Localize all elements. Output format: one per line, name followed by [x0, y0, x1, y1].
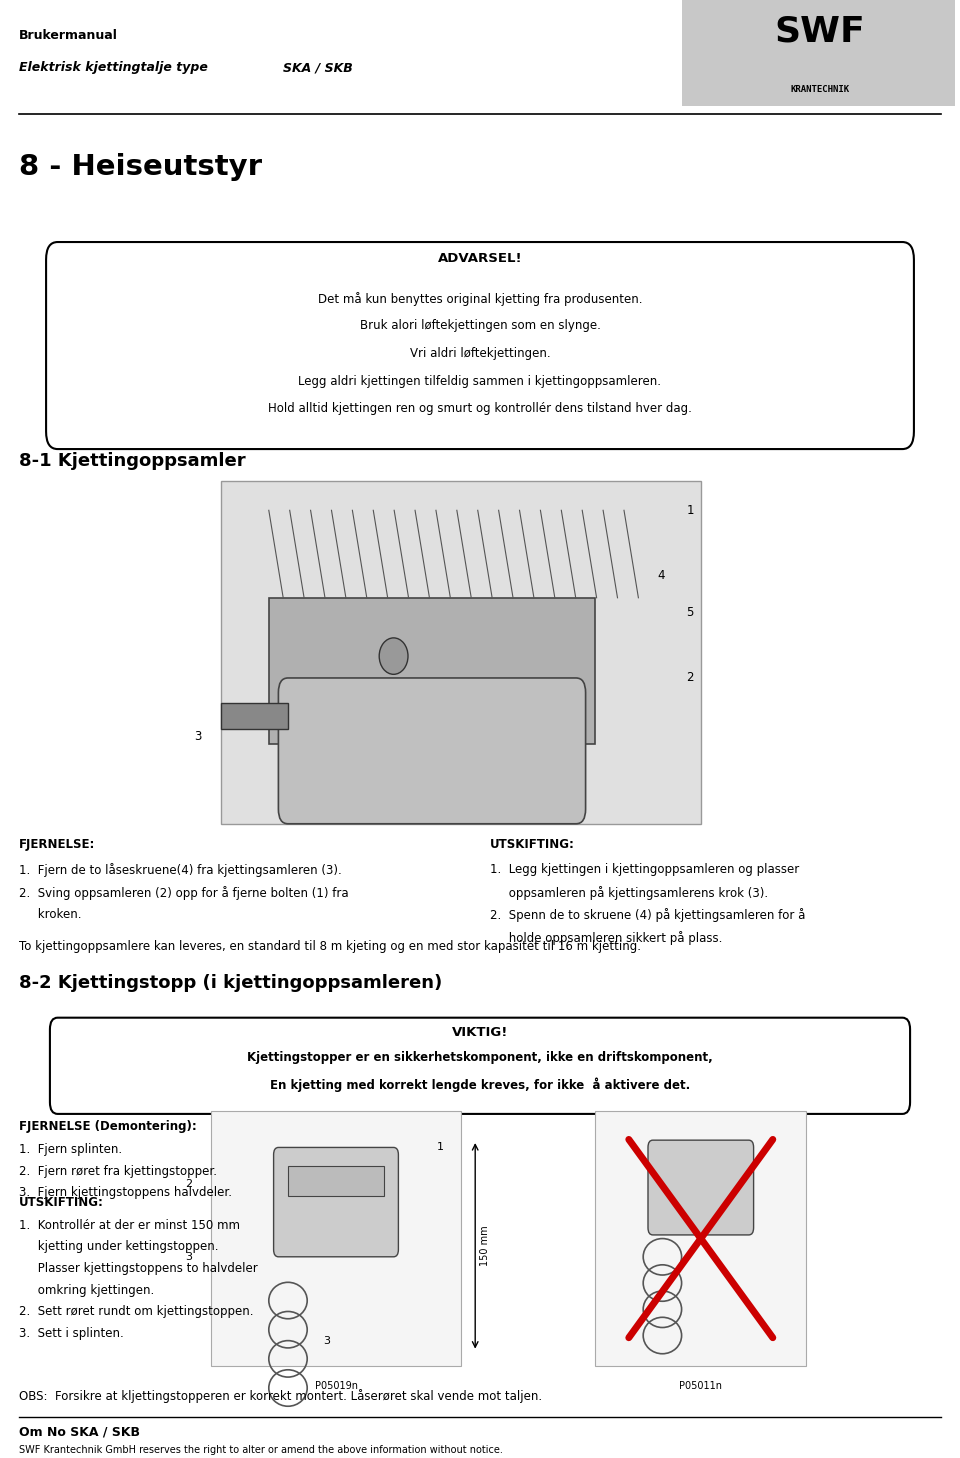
Text: 2.  Sving oppsamleren (2) opp for å fjerne bolten (1) fra: 2. Sving oppsamleren (2) opp for å fjern…: [19, 885, 348, 900]
Text: 3: 3: [323, 1337, 330, 1346]
Text: holde oppsamleren sikkert på plass.: holde oppsamleren sikkert på plass.: [490, 932, 722, 945]
Text: En kjetting med korrekt lengde kreves, for ikke  å aktivere det.: En kjetting med korrekt lengde kreves, f…: [270, 1077, 690, 1092]
Text: Elektrisk kjettingtalje type: Elektrisk kjettingtalje type: [19, 61, 212, 74]
Text: omkring kjettingen.: omkring kjettingen.: [19, 1283, 155, 1296]
Text: Plasser kjettingstoppens to halvdeler: Plasser kjettingstoppens to halvdeler: [19, 1263, 258, 1276]
Text: 3: 3: [194, 730, 202, 742]
Text: 1.  Fjern splinten.: 1. Fjern splinten.: [19, 1143, 122, 1156]
FancyBboxPatch shape: [50, 1018, 910, 1114]
Text: Bruk alori løftekjettingen som en slynge.: Bruk alori løftekjettingen som en slynge…: [360, 319, 600, 332]
Text: VIKTIG!: VIKTIG!: [452, 1026, 508, 1040]
Text: 3.  Fjern kjettingstoppens halvdeler.: 3. Fjern kjettingstoppens halvdeler.: [19, 1187, 232, 1200]
Text: 3.  Sett i splinten.: 3. Sett i splinten.: [19, 1327, 124, 1340]
Text: 2.  Spenn de to skruene (4) på kjettingsamleren for å: 2. Spenn de to skruene (4) på kjettingsa…: [490, 908, 805, 923]
Bar: [682, 0, 955, 106]
Text: 3: 3: [185, 1252, 192, 1261]
Text: UTSKIFTING:: UTSKIFTING:: [490, 838, 574, 851]
Bar: [221, 481, 701, 824]
Text: 2: 2: [686, 672, 694, 684]
Bar: [288, 1166, 384, 1196]
Text: 8 - Heiseutstyr: 8 - Heiseutstyr: [19, 153, 262, 181]
Text: Det må kun benyttes original kjetting fra produsenten.: Det må kun benyttes original kjetting fr…: [318, 292, 642, 306]
FancyBboxPatch shape: [648, 1140, 754, 1235]
Text: kjetting under kettingstoppen.: kjetting under kettingstoppen.: [19, 1241, 219, 1254]
FancyBboxPatch shape: [278, 678, 586, 824]
Text: Brukermanual: Brukermanual: [19, 29, 118, 42]
Bar: [269, 598, 595, 744]
Text: 1.  Kontrollér at der er minst 150 mm: 1. Kontrollér at der er minst 150 mm: [19, 1219, 240, 1232]
Text: To kjettingoppsamlere kan leveres, en standard til 8 m kjeting og en med stor ka: To kjettingoppsamlere kan leveres, en st…: [19, 940, 641, 954]
Text: 1: 1: [686, 504, 694, 516]
Text: Hold alltid kjettingen ren og smurt og kontrollér dens tilstand hver dag.: Hold alltid kjettingen ren og smurt og k…: [268, 402, 692, 416]
Text: KRANTECHNIK: KRANTECHNIK: [790, 85, 850, 93]
Text: FJERNELSE:: FJERNELSE:: [19, 838, 96, 851]
Text: oppsamleren på kjettingsamlerens krok (3).: oppsamleren på kjettingsamlerens krok (3…: [490, 885, 768, 900]
Text: 1.  Fjern de to låseskruene(4) fra kjettingsamleren (3).: 1. Fjern de to låseskruene(4) fra kjetti…: [19, 863, 342, 878]
Ellipse shape: [379, 639, 408, 674]
Text: Vri aldri løftekjettingen.: Vri aldri løftekjettingen.: [410, 347, 550, 360]
Text: UTSKIFTING:: UTSKIFTING:: [19, 1196, 104, 1209]
Text: 2.  Fjern røret fra kjettingstopper.: 2. Fjern røret fra kjettingstopper.: [19, 1165, 217, 1178]
Text: kroken.: kroken.: [19, 908, 82, 921]
Text: OBS:  Forsikre at kljettingstopperen er korrekt montert. Låserøret skal vende mo: OBS: Forsikre at kljettingstopperen er k…: [19, 1389, 542, 1404]
Text: SKA / SKB: SKA / SKB: [283, 61, 353, 74]
Text: P05019n: P05019n: [315, 1381, 357, 1391]
FancyBboxPatch shape: [274, 1147, 398, 1257]
Text: SWF: SWF: [775, 15, 865, 48]
Text: 150 mm: 150 mm: [480, 1226, 490, 1266]
Text: 8-2 Kjettingstopp (i kjettingoppsamleren): 8-2 Kjettingstopp (i kjettingoppsamleren…: [19, 974, 443, 991]
Text: 4: 4: [658, 570, 665, 582]
Text: 1: 1: [437, 1143, 444, 1152]
Text: SWF Krantechnik GmbH reserves the right to alter or amend the above information : SWF Krantechnik GmbH reserves the right …: [19, 1445, 503, 1455]
Bar: [221, 703, 288, 729]
Text: 1.  Legg kjettingen i kjettingoppsamleren og plasser: 1. Legg kjettingen i kjettingoppsamleren…: [490, 863, 799, 876]
Bar: [595, 1111, 806, 1366]
Text: P05011n: P05011n: [680, 1381, 722, 1391]
Text: FJERNELSE (Demontering):: FJERNELSE (Demontering):: [19, 1120, 197, 1133]
Text: 2.  Sett røret rundt om kjettingstoppen.: 2. Sett røret rundt om kjettingstoppen.: [19, 1305, 253, 1318]
FancyBboxPatch shape: [46, 242, 914, 449]
Text: Kjettingstopper er en sikkerhetskomponent, ikke en driftskomponent,: Kjettingstopper er en sikkerhetskomponen…: [247, 1051, 713, 1064]
Text: Legg aldri kjettingen tilfeldig sammen i kjettingoppsamleren.: Legg aldri kjettingen tilfeldig sammen i…: [299, 375, 661, 388]
Text: Om No SKA / SKB: Om No SKA / SKB: [19, 1426, 140, 1439]
Text: 8-1 Kjettingoppsamler: 8-1 Kjettingoppsamler: [19, 452, 246, 469]
Text: 2: 2: [185, 1180, 192, 1188]
Text: 5: 5: [686, 607, 694, 618]
Text: ADVARSEL!: ADVARSEL!: [438, 252, 522, 265]
Bar: [211, 1111, 461, 1366]
